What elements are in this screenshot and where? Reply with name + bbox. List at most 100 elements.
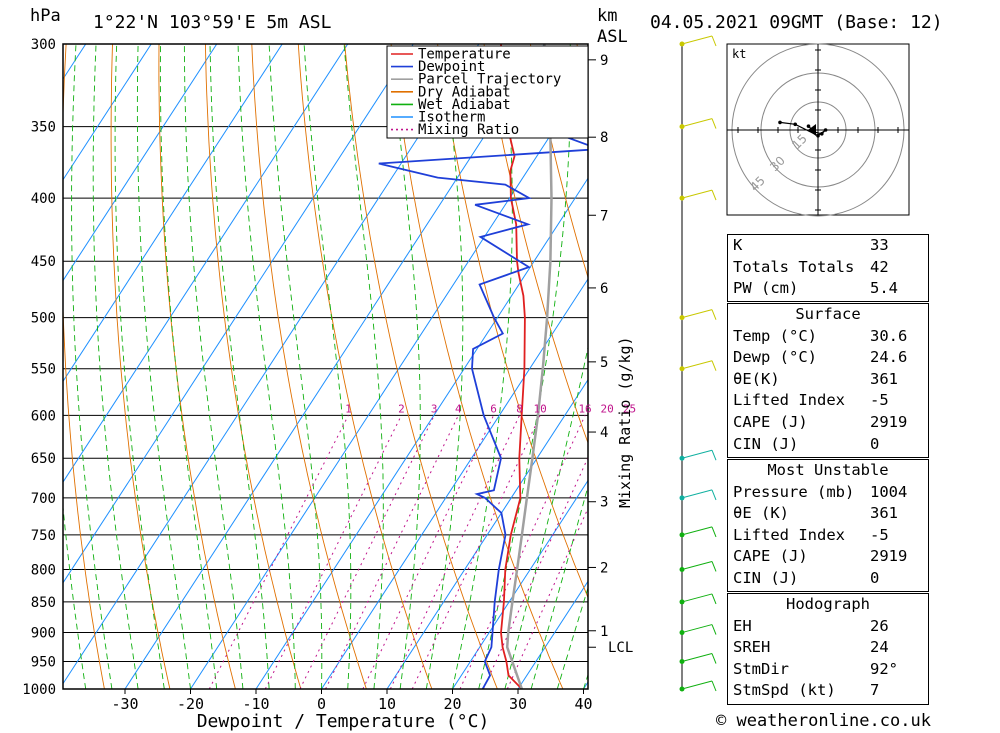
wind-barb [681, 593, 713, 603]
hodo-row: StmSpd (kt) 7 [728, 680, 928, 702]
index-row: Totals Totals 42 [728, 257, 928, 279]
wind-barb-flag [711, 118, 717, 129]
isotherm-line [321, 278, 588, 689]
height-tick-label: 9 [600, 53, 608, 69]
surface-row: Dewp (°C) 24.6 [728, 347, 928, 369]
surface-value: -5 [870, 391, 889, 410]
hodograph-title: Hodograph [786, 595, 870, 613]
hodograph-point [793, 122, 797, 127]
wind-barb [681, 653, 713, 663]
wet-adiabat-line [556, 586, 588, 689]
hodo-row: StmDir 92° [728, 659, 928, 681]
wind-barb-flag [711, 450, 717, 461]
dry-adiabat-line [987, 26, 1000, 689]
wind-barb [681, 360, 713, 370]
pressure-tick-label: 850 [31, 595, 56, 611]
dry-adiabat-line [251, 44, 367, 689]
mixing-ratio-line [325, 415, 459, 689]
legend-box [386, 45, 589, 139]
km-label: km [597, 6, 618, 26]
wind-barb-flag [711, 35, 717, 47]
wet-adiabat-line [183, 44, 244, 689]
surface-value: 2919 [870, 412, 908, 431]
index-value: 33 [870, 236, 889, 254]
profile-temperature [500, 44, 526, 689]
mu-row: Lifted Index -5 [728, 525, 928, 547]
dry-adiabat-line [344, 44, 498, 689]
pressure-tick-label: 700 [31, 491, 56, 507]
pressure-tick-label: 1000 [22, 682, 56, 698]
pressure-tick-label: 400 [31, 191, 56, 207]
wet-adiabat-line [114, 44, 165, 689]
pressure-tick-label: 600 [31, 408, 56, 424]
hodograph-point [823, 128, 828, 132]
hodograph-point [778, 120, 782, 125]
copyright-footer[interactable]: © weatheronline.co.uk [716, 711, 931, 731]
surface-table: Surface Temp (°C) 30.6 Dewp (°C) 24.6 θE(K… [727, 303, 929, 458]
wind-barb [681, 680, 713, 690]
wet-adiabat-line [425, 44, 464, 689]
wet-adiabat-line [343, 44, 384, 689]
surface-value: 0 [870, 434, 880, 453]
mixing-ratio-label: 20 [600, 402, 613, 415]
index-label: Totals Totals [733, 257, 855, 276]
wind-barb [681, 35, 713, 45]
height-tick-label: 8 [600, 130, 608, 146]
wind-barb-flag [711, 561, 717, 572]
hodo-value: 24 [870, 638, 889, 657]
mixing-ratio-label: 4 [455, 402, 462, 415]
hodo-label: StmDir [733, 659, 789, 678]
wind-barb-flag [711, 680, 717, 692]
wet-adiabat-line [71, 44, 113, 689]
hodo-row: SREH 24 [728, 637, 928, 659]
most-unstable-table: Most Unstable Pressure (mb) 1004 θE (K) 36… [727, 459, 929, 592]
surface-row: CIN (J) 0 [728, 434, 928, 456]
pressure-tick-label: 900 [31, 626, 56, 642]
dry-adiabat-line [483, 44, 588, 445]
mu-label: CAPE (J) [733, 547, 808, 566]
height-tick-label: 6 [600, 281, 608, 297]
legend-label: Parcel Trajectory [418, 72, 561, 88]
hodo-value: 26 [870, 616, 889, 635]
dry-adiabat-line [204, 44, 302, 689]
mu-value: -5 [870, 525, 889, 544]
mu-value: 361 [870, 504, 898, 523]
mu-label: Pressure (mb) [733, 482, 855, 501]
mu-value: 0 [870, 568, 880, 587]
dry-adiabat-line [941, 26, 1000, 689]
dry-adiabat-line [297, 44, 433, 689]
profile-dewpoint [378, 71, 588, 689]
wind-barb-flag [711, 593, 717, 605]
dry-adiabat-line [110, 44, 171, 689]
plot-frame [62, 43, 589, 690]
wind-barb [681, 118, 713, 128]
surface-value: 24.6 [870, 348, 908, 367]
pressure-tick-label: 650 [31, 451, 56, 467]
isotherm-line [255, 177, 588, 689]
dry-adiabat-line [390, 44, 564, 689]
isotherm-line [63, 44, 480, 685]
mixing-ratio-line [208, 415, 349, 689]
hodograph-point [806, 124, 811, 128]
isotherm-line [386, 378, 588, 689]
index-label: K [733, 236, 743, 254]
isotherm-line [0, 44, 20, 689]
storm-motion-marker [808, 124, 816, 136]
legend-label: Mixing Ratio [418, 122, 519, 138]
mixing-ratio-label: 10 [534, 402, 547, 415]
hodograph-table: Hodograph EH 26 SREH 24 StmDir 92° StmSpd (… [727, 593, 929, 705]
wind-barb [681, 309, 713, 319]
asl-label: ASL [597, 27, 628, 47]
wind-barbs [679, 35, 717, 692]
legend-label: Wet Adiabat [418, 97, 511, 113]
surface-row: CAPE (J) 2919 [728, 412, 928, 434]
isotherm-line [190, 76, 588, 689]
x-axis-label: Dewpoint / Temperature (°C) [197, 711, 490, 732]
isotherm-line [63, 44, 218, 282]
mixing-ratio-label: 16 [578, 402, 591, 415]
wind-barb-flag [711, 360, 717, 371]
legend-label: Dry Adiabat [418, 84, 511, 100]
wind-barb-flag [711, 624, 717, 635]
